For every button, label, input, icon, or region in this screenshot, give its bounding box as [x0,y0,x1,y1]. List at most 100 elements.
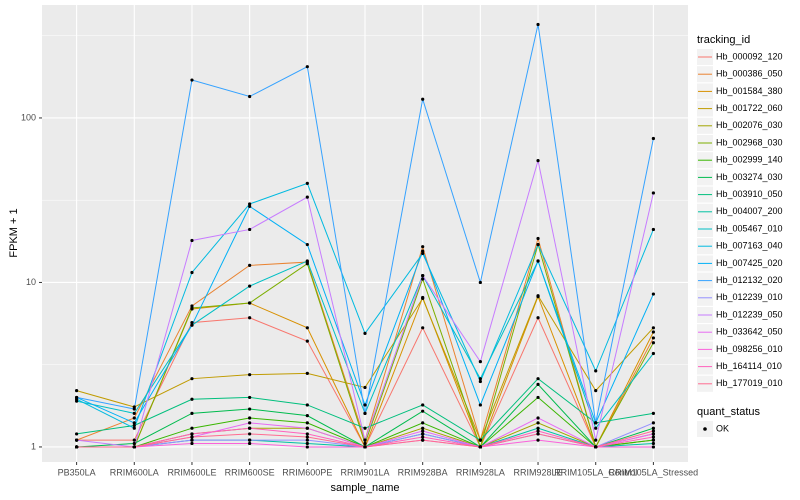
data-point [536,438,540,442]
data-point [421,249,425,253]
data-point [305,414,309,418]
data-point [248,227,252,232]
data-point [594,421,598,425]
point-legend-label: OK [716,423,729,433]
data-point [305,181,309,186]
data-point [421,426,425,430]
data-point [248,316,252,320]
data-point [305,438,309,442]
data-point [190,321,194,325]
data-point [248,301,252,305]
x-tick-label: RRIM901LA [340,467,389,477]
data-point [75,395,79,400]
data-point [651,326,655,330]
data-point [305,339,309,343]
data-point [594,369,598,373]
x-tick-label: RRIM105LA_Stressed [609,467,699,477]
data-point [248,284,252,288]
legend-label: Hb_002968_030 [716,137,783,147]
data-point [248,441,252,446]
data-point [421,277,425,281]
data-point [594,438,598,442]
data-point [594,426,598,430]
data-point [363,426,367,430]
data-point [190,426,194,430]
data-point [305,432,309,436]
x-axis-label: sample_name [330,482,399,494]
x-tick-label: RRIM928BA [398,467,448,477]
data-point [248,94,252,99]
y-axis-label: FPKM + 1 [8,208,20,257]
x-tick-label: RRIM600SE [225,467,275,477]
data-point [421,296,425,300]
data-point [536,395,540,400]
data-point [536,242,540,247]
data-point [305,65,309,69]
data-point [421,274,425,278]
data-point [132,438,136,442]
legend-label: Hb_164114_010 [716,361,782,371]
data-point [248,421,252,425]
data-point [651,426,655,430]
data-point [421,403,425,407]
data-point [190,432,194,436]
data-point [421,251,425,256]
data-point [478,379,482,384]
legend-label: Hb_007425_020 [716,258,783,268]
data-point [651,411,655,415]
data-point [132,441,136,446]
data-point [363,445,367,449]
data-point [363,438,367,442]
data-point [536,316,540,320]
legend-label: Hb_007163_040 [716,241,783,251]
data-point [651,330,655,334]
data-point [478,445,482,449]
y-tick-label: 100 [21,112,36,122]
data-point [478,438,482,442]
data-point [651,341,655,345]
data-point [651,432,655,436]
x-tick-label: RRIM928LE [514,467,563,477]
data-point [651,445,655,449]
data-point [305,421,309,425]
data-point [190,78,194,82]
data-point [248,202,252,206]
data-point [305,195,309,199]
data-point [190,435,194,439]
data-point [536,432,540,436]
legend-label: Hb_012132_020 [716,275,783,285]
data-point [305,403,309,407]
x-tick-label: RRIM600LE [167,467,216,477]
data-point [248,395,252,400]
data-point [305,445,309,449]
data-point [478,360,482,364]
data-point [421,97,425,101]
data-point [190,306,194,310]
data-point [305,262,309,266]
legend-label: Hb_001584_380 [716,86,783,96]
x-tick-label: RRIM928LA [456,467,505,477]
data-point [363,385,367,390]
data-point [132,421,136,425]
data-point [536,377,540,381]
data-point [421,421,425,425]
legend-label: Hb_098256_010 [716,344,783,354]
x-tick-label: RRIM105LA_Control [554,467,637,477]
legend-label: Hb_002076_030 [716,120,783,130]
legend-label: Hb_005467_010 [716,223,783,233]
data-point [651,336,655,340]
data-point [536,421,540,425]
point-legend-title: quant_status [697,406,760,418]
data-point [190,323,194,327]
data-point [305,371,309,375]
data-point [75,432,79,436]
data-point [478,403,482,407]
data-point [651,292,655,296]
data-point [594,445,598,449]
data-point [478,280,482,285]
data-point [132,407,136,411]
data-point [75,438,79,442]
data-point [132,423,136,428]
data-point [305,242,309,247]
